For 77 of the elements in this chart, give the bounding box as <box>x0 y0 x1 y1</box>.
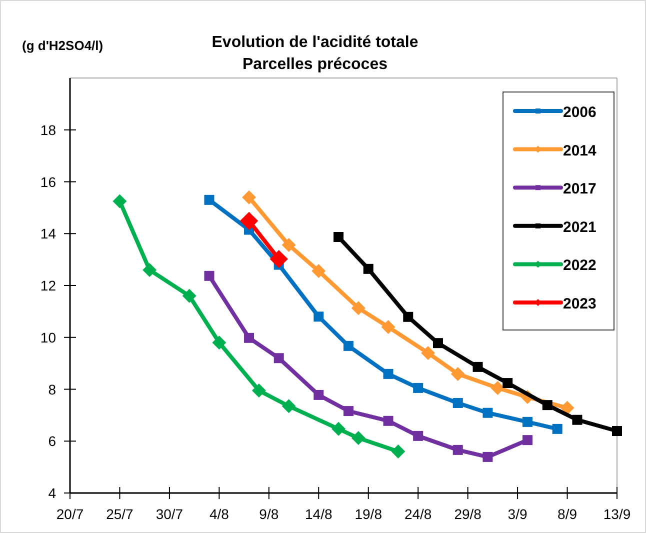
x-tick-label: 4/8 <box>209 506 230 522</box>
point <box>421 346 436 360</box>
point <box>112 194 127 208</box>
point <box>482 452 493 462</box>
point <box>244 332 254 343</box>
point <box>314 390 324 400</box>
y-tick-label: 12 <box>40 278 56 294</box>
point <box>212 336 226 350</box>
y-tick-label: 6 <box>48 433 56 450</box>
legend-label: 2006 <box>563 104 596 121</box>
point <box>452 398 463 408</box>
legend-label: 2021 <box>563 218 596 236</box>
point <box>240 212 258 230</box>
x-tick-label: 8/9 <box>558 506 578 522</box>
y-axis-title: (g d'H2SO4/l) <box>22 38 104 53</box>
point <box>314 312 324 322</box>
point <box>502 378 513 388</box>
point <box>343 406 354 416</box>
point <box>383 368 394 379</box>
point <box>270 250 288 268</box>
point <box>413 382 424 393</box>
point <box>282 399 296 414</box>
point <box>472 362 483 372</box>
y-tick-label: 10 <box>40 329 56 346</box>
x-tick-label: 19/8 <box>354 506 382 522</box>
point <box>572 414 582 425</box>
point <box>482 408 493 418</box>
point <box>450 366 465 381</box>
point <box>351 301 366 316</box>
x-tick-label: 9/8 <box>259 506 279 522</box>
point <box>332 422 346 436</box>
point <box>383 416 394 426</box>
point <box>522 416 532 427</box>
point <box>452 444 463 455</box>
x-tick-label: 13/9 <box>603 506 631 522</box>
point <box>204 270 214 281</box>
x-tick-label: 20/7 <box>56 506 84 522</box>
x-tick-label: 24/8 <box>404 506 432 522</box>
y-tick-label: 18 <box>40 122 56 138</box>
point <box>351 431 366 446</box>
legend-label: 2017 <box>563 180 596 198</box>
point <box>334 232 344 242</box>
legend-label: 2014 <box>563 142 598 160</box>
point <box>274 353 284 364</box>
point <box>381 320 396 334</box>
x-tick-label: 25/7 <box>106 506 134 522</box>
x-tick-label: 3/9 <box>508 506 528 522</box>
chart-title: Evolution de l'acidité totale <box>212 34 418 51</box>
point <box>282 238 296 252</box>
point <box>182 288 196 303</box>
legend-label: 2022 <box>563 257 596 274</box>
point <box>560 400 574 415</box>
point <box>312 264 326 278</box>
y-tick-label: 4 <box>48 485 56 501</box>
point <box>363 264 374 274</box>
chart-subtitle: Parcelles précoces <box>242 56 388 73</box>
point <box>432 338 443 348</box>
y-tick-label: 8 <box>48 381 56 398</box>
point <box>552 424 562 434</box>
point <box>142 262 157 277</box>
x-tick-label: 29/8 <box>454 506 482 522</box>
point <box>413 430 424 441</box>
point <box>403 312 414 322</box>
y-tick-label: 16 <box>40 174 56 190</box>
point <box>612 426 622 436</box>
point <box>343 340 354 351</box>
x-tick-label: 30/7 <box>156 506 184 522</box>
point <box>242 190 256 204</box>
point <box>542 400 552 410</box>
point <box>490 380 505 395</box>
y-tick-label: 14 <box>40 226 56 242</box>
point <box>252 384 266 398</box>
x-tick-label: 14/8 <box>305 506 332 522</box>
point <box>391 444 406 458</box>
legend-label: 2023 <box>563 296 596 312</box>
point <box>522 435 532 446</box>
point <box>204 194 214 205</box>
